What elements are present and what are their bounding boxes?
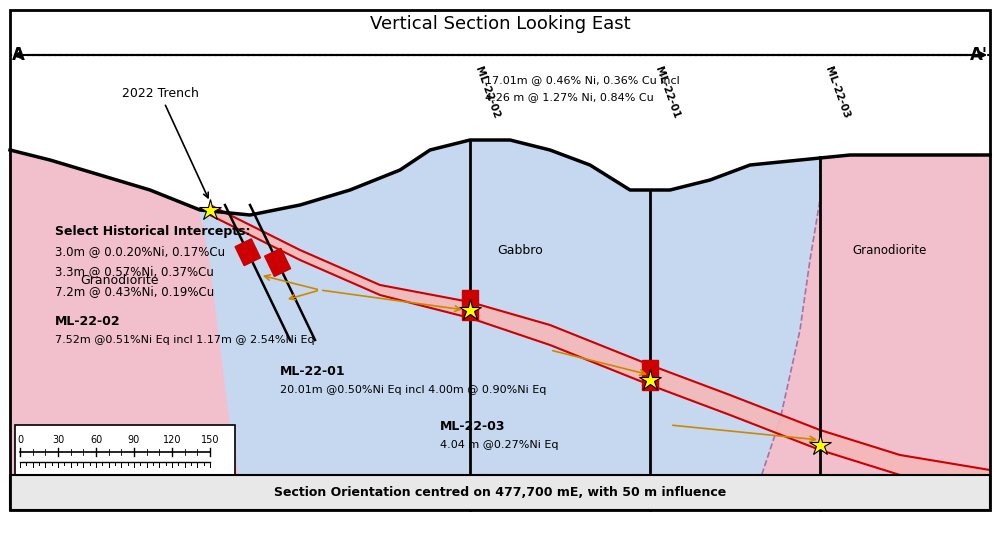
Text: Granodiorite: Granodiorite — [80, 273, 158, 287]
Text: Vertical Section Looking East: Vertical Section Looking East — [370, 15, 630, 33]
Text: 30: 30 — [52, 435, 64, 445]
Polygon shape — [235, 239, 260, 265]
FancyBboxPatch shape — [642, 360, 658, 390]
FancyBboxPatch shape — [10, 475, 990, 510]
FancyBboxPatch shape — [462, 290, 478, 320]
Text: 7.2m @ 0.43%Ni, 0.19%Cu: 7.2m @ 0.43%Ni, 0.19%Cu — [55, 285, 214, 298]
Polygon shape — [10, 140, 990, 510]
Text: ML-22-02: ML-22-02 — [55, 315, 121, 328]
Polygon shape — [210, 205, 990, 490]
Text: 90: 90 — [128, 435, 140, 445]
Text: A: A — [12, 46, 25, 64]
Text: Granodiorite: Granodiorite — [853, 244, 927, 256]
Text: 150: 150 — [201, 435, 219, 445]
Text: ML-22-03: ML-22-03 — [823, 65, 851, 120]
Polygon shape — [200, 140, 990, 510]
Text: Select Historical Intercepts:: Select Historical Intercepts: — [55, 225, 250, 238]
Text: 2022 Trench: 2022 Trench — [122, 87, 208, 198]
Text: 3.0m @ 0.0.20%Ni, 0.17%Cu: 3.0m @ 0.0.20%Ni, 0.17%Cu — [55, 245, 225, 258]
Text: 4.04 m @0.27%Ni Eq: 4.04 m @0.27%Ni Eq — [440, 440, 558, 450]
Text: 17.01m @ 0.46% Ni, 0.36% Cu incl: 17.01m @ 0.46% Ni, 0.36% Cu incl — [485, 75, 680, 85]
Text: Gabbro: Gabbro — [497, 244, 543, 256]
Text: ML-22-02: ML-22-02 — [473, 65, 501, 120]
Polygon shape — [750, 155, 990, 510]
Text: 4.26 m @ 1.27% Ni, 0.84% Cu: 4.26 m @ 1.27% Ni, 0.84% Cu — [485, 92, 654, 102]
Text: 0: 0 — [17, 435, 23, 445]
Text: ML-22-01: ML-22-01 — [653, 65, 681, 120]
Text: ML-22-01: ML-22-01 — [280, 365, 346, 378]
FancyBboxPatch shape — [15, 425, 235, 480]
Text: 60: 60 — [90, 435, 102, 445]
Text: 3.3m @ 0.57%Ni, 0.37%Cu: 3.3m @ 0.57%Ni, 0.37%Cu — [55, 265, 214, 278]
Text: ML-22-03: ML-22-03 — [440, 420, 506, 433]
Text: Section Orientation centred on 477,700 mE, with 50 m influence: Section Orientation centred on 477,700 m… — [274, 486, 726, 499]
Polygon shape — [265, 248, 291, 277]
Text: 20.01m @0.50%Ni Eq incl 4.00m @ 0.90%Ni Eq: 20.01m @0.50%Ni Eq incl 4.00m @ 0.90%Ni … — [280, 385, 546, 395]
Text: 120: 120 — [163, 435, 181, 445]
Text: A': A' — [970, 46, 988, 64]
Text: 7.52m @0.51%Ni Eq incl 1.17m @ 2.54%Ni Eq: 7.52m @0.51%Ni Eq incl 1.17m @ 2.54%Ni E… — [55, 335, 315, 345]
